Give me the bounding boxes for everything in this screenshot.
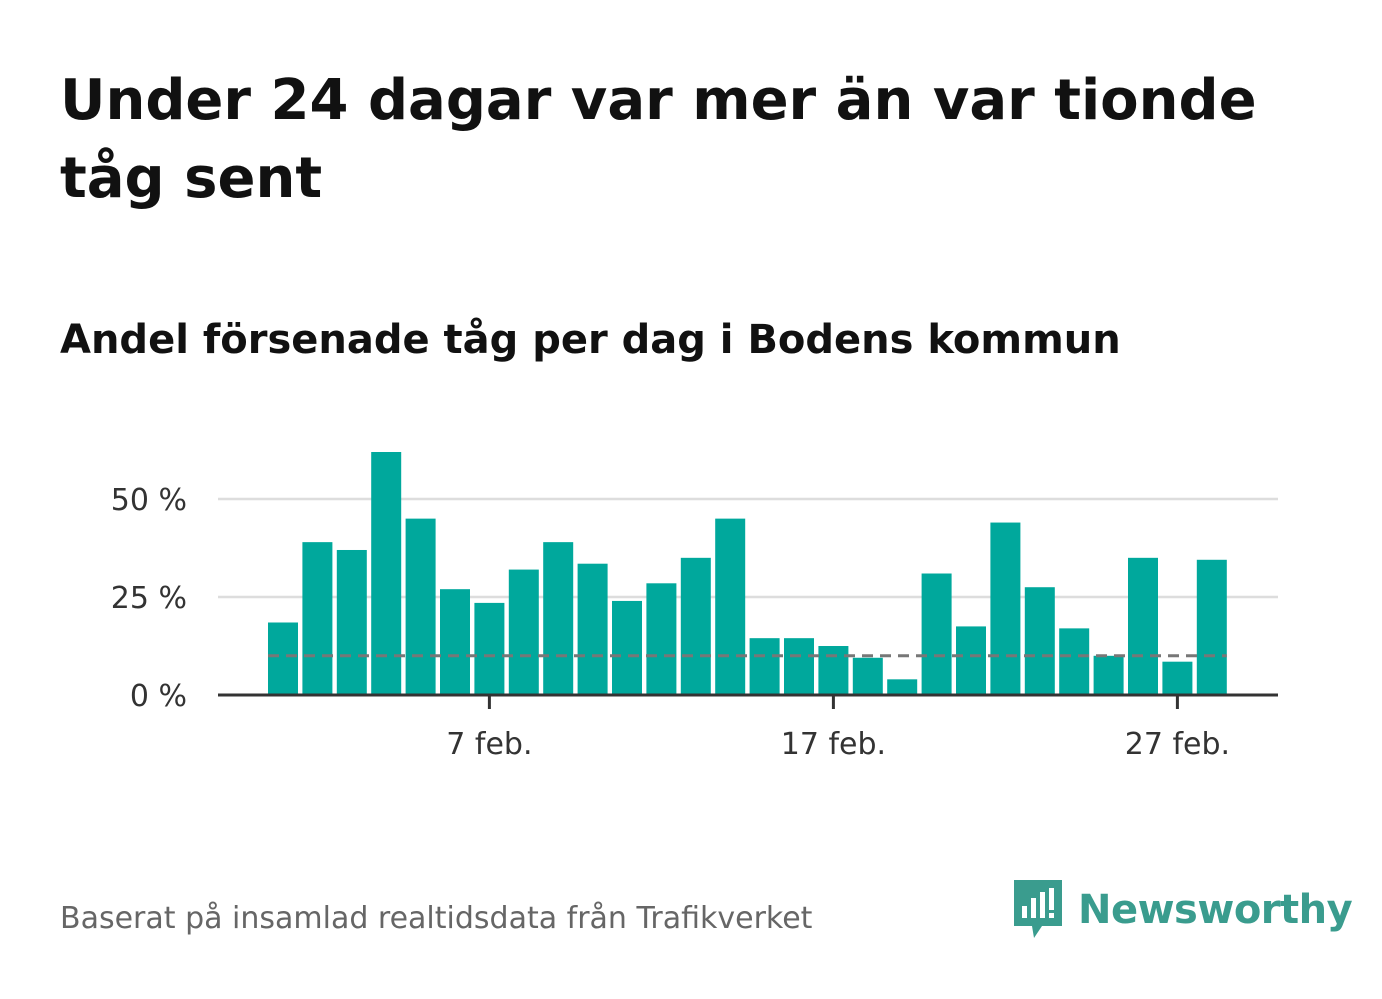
y-tick-label: 50 % <box>111 483 187 518</box>
bar <box>612 600 642 695</box>
bar <box>784 638 814 695</box>
bar <box>268 622 298 695</box>
y-axis-labels: 0 % 25 % 50 % <box>111 483 187 714</box>
bar <box>405 518 436 695</box>
bar <box>302 542 333 695</box>
bar <box>440 589 470 695</box>
bar <box>818 646 849 695</box>
bar <box>1128 557 1158 695</box>
bar <box>1093 655 1124 695</box>
bar <box>646 583 677 695</box>
bar <box>508 569 539 695</box>
bars <box>268 452 1227 695</box>
bar <box>749 638 780 695</box>
x-tick-label: 7 feb. <box>446 727 532 762</box>
bar <box>1196 559 1227 695</box>
bar <box>577 563 608 695</box>
x-axis-labels: 7 feb. 17 feb. 27 feb. <box>446 727 1230 762</box>
y-tick-label: 25 % <box>111 581 187 616</box>
bar <box>956 626 986 695</box>
bar <box>336 549 367 695</box>
bar <box>680 557 711 695</box>
bar <box>1162 661 1193 695</box>
bar <box>921 573 952 695</box>
bar <box>715 518 746 695</box>
bar <box>1024 587 1055 695</box>
bar <box>474 602 505 695</box>
x-tick-label: 27 feb. <box>1125 727 1230 762</box>
chart-subtitle: Andel försenade tåg per dag i Bodens kom… <box>60 317 1121 363</box>
bar <box>852 657 883 695</box>
brand: Newsworthy <box>1010 878 1353 942</box>
x-tick-label: 17 feb. <box>781 727 886 762</box>
newsworthy-logo-icon <box>1014 880 1062 938</box>
bar <box>887 679 918 695</box>
source-note: Baserat på insamlad realtidsdata från Tr… <box>60 901 813 936</box>
y-tick-label: 0 % <box>130 679 187 714</box>
bar <box>1059 628 1090 695</box>
bar <box>990 522 1021 695</box>
brand-name: Newsworthy <box>1078 887 1353 933</box>
axes <box>218 693 1278 709</box>
bar <box>543 542 574 695</box>
chart-title: Under 24 dagar var mer än var tionde tåg… <box>60 68 1257 211</box>
bar <box>371 452 402 695</box>
